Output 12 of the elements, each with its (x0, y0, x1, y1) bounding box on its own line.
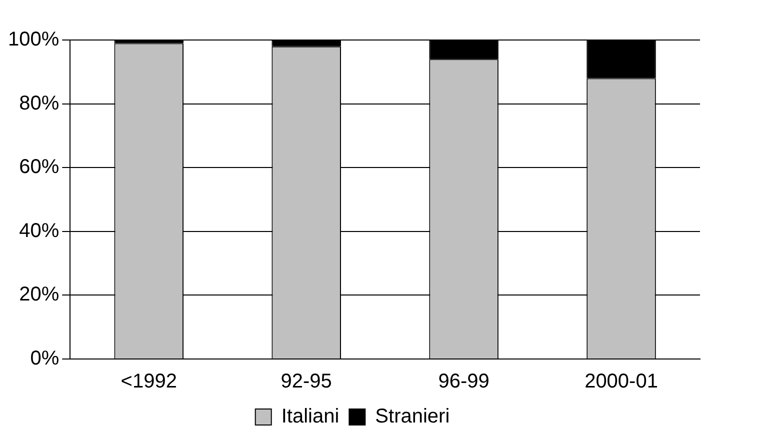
x-tick-label: 2000-01 (584, 370, 658, 393)
y-tick-label: 60% (19, 156, 60, 178)
y-tick-label: 80% (19, 92, 60, 114)
y-tick-label: 20% (19, 284, 60, 306)
y-tick-label: 0% (30, 348, 60, 370)
x-tick-label: 96-99 (438, 370, 490, 393)
legend-label: Italiani (281, 406, 340, 428)
y-tick-label: 40% (19, 220, 60, 242)
legend-label: Stranieri (375, 406, 450, 428)
x-tick-label: 92-95 (280, 370, 332, 393)
x-tick-label: <1992 (120, 370, 177, 393)
y-tick-label: 100% (8, 28, 60, 51)
